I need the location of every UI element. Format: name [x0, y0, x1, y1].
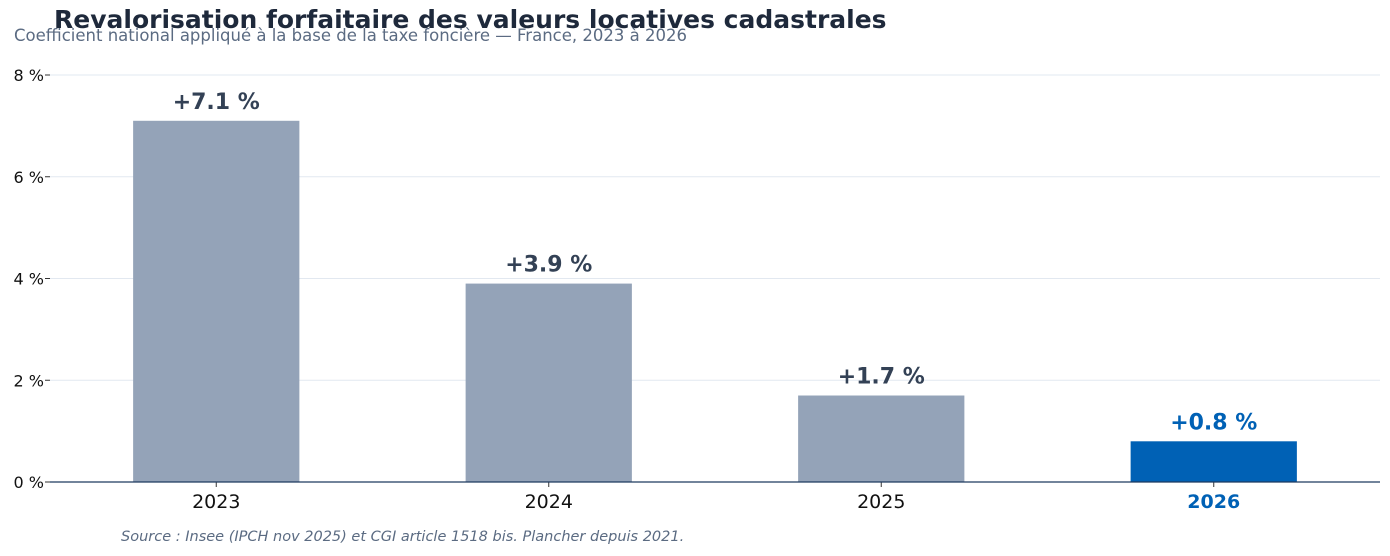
- data-label: +3.9 %: [505, 253, 592, 278]
- x-tick-label: 2023: [192, 491, 240, 513]
- y-tick-label: 2 %: [14, 371, 44, 390]
- data-label: +1.7 %: [838, 365, 925, 390]
- y-tick-label: 8 %: [14, 66, 44, 85]
- y-tick-label: 0 %: [14, 473, 44, 492]
- chart-subtitle: Coefficient national appliqué à la base …: [14, 26, 687, 45]
- x-tick-label: 2024: [525, 491, 573, 513]
- y-tick-label: 6 %: [14, 168, 44, 187]
- data-label: +0.8 %: [1170, 410, 1257, 435]
- bar: [1130, 441, 1297, 482]
- x-tick-label: 2025: [857, 491, 905, 513]
- x-tick-label: 2026: [1187, 491, 1240, 513]
- bar: [465, 283, 632, 482]
- bar: [133, 120, 300, 482]
- bar: [798, 395, 965, 482]
- chart-title: Revalorisation forfaitaire des valeurs l…: [54, 5, 887, 34]
- data-label: +7.1 %: [173, 90, 260, 115]
- source-note: Source : Insee (IPCH nov 2025) et CGI ar…: [121, 529, 685, 545]
- y-tick-label: 4 %: [14, 270, 44, 289]
